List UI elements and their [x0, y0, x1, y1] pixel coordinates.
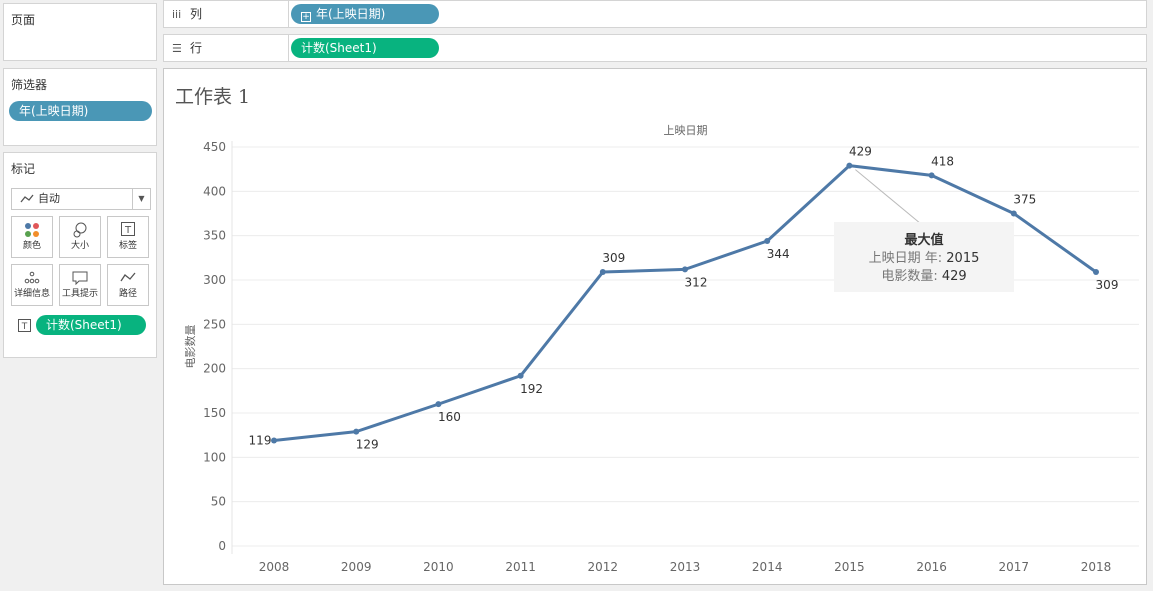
- path-button[interactable]: 路径: [107, 264, 149, 306]
- x-tick-label: 2008: [259, 560, 290, 574]
- text-mark-icon: T: [18, 319, 31, 335]
- rows-shelf-label: 行: [190, 41, 203, 55]
- y-tick-label: 250: [203, 317, 226, 331]
- annotation-line-2: 电影数量: 429: [881, 269, 966, 284]
- y-tick-label: 350: [203, 229, 226, 243]
- data-label: 160: [438, 410, 461, 424]
- rows-icon: ☰: [172, 42, 182, 55]
- annotation-title: 最大值: [904, 232, 943, 248]
- columns-pill-year[interactable]: + 年(上映日期): [291, 4, 439, 24]
- detail-icon: [12, 265, 52, 287]
- label-button[interactable]: T 标签: [107, 216, 149, 258]
- y-tick-label: 300: [203, 273, 226, 287]
- annotation-box: [834, 222, 1014, 292]
- data-point: [271, 437, 277, 444]
- x-tick-label: 2011: [505, 560, 536, 574]
- y-tick-label: 150: [203, 406, 226, 420]
- line-mark-icon: [20, 194, 34, 203]
- data-point: [764, 237, 771, 244]
- data-label: 129: [356, 438, 379, 452]
- y-tick-label: 400: [203, 184, 226, 198]
- x-tick-label: 2012: [588, 560, 619, 574]
- color-dots-icon: [12, 217, 52, 239]
- data-point: [353, 428, 360, 435]
- annotation-line-1: 上映日期 年: 2015: [869, 251, 980, 266]
- size-button[interactable]: 大小: [59, 216, 101, 258]
- mark-type-dropdown[interactable]: 自动 ▼: [11, 188, 151, 210]
- x-tick-label: 2014: [752, 560, 783, 574]
- worksheet-canvas[interactable]: 工作表 1 0 50 100 150 200 250 300 350 400 450 上映日期 200…: [163, 68, 1147, 585]
- x-tick-label: 2013: [670, 560, 701, 574]
- size-icon: [60, 217, 100, 239]
- mark-type-label: 自动: [38, 192, 60, 205]
- data-label: 192: [520, 382, 543, 396]
- line-chart[interactable]: 0 50 100 150 200 250 300 350 400 450 上映日期 2008 2009 2…: [164, 69, 1146, 584]
- marks-panel-title: 标记: [11, 162, 36, 176]
- path-button-label: 路径: [118, 289, 137, 299]
- filters-panel[interactable]: 筛选器 年(上映日期): [3, 68, 157, 146]
- label-pill-count[interactable]: 计数(Sheet1): [36, 315, 146, 335]
- data-label: 119: [249, 433, 272, 447]
- x-tick-label: 2017: [999, 560, 1030, 574]
- y-axis-title: 电影数量: [184, 325, 197, 369]
- x-tick-label: 2016: [916, 560, 947, 574]
- filter-pill-year[interactable]: 年(上映日期): [9, 101, 152, 121]
- pages-panel[interactable]: 页面: [3, 3, 157, 61]
- y-tick-label: 0: [218, 539, 226, 553]
- x-tick-label: 2009: [341, 560, 372, 574]
- data-label: 375: [1013, 193, 1036, 207]
- y-tick-label: 200: [203, 362, 226, 376]
- tooltip-button[interactable]: 工具提示: [59, 264, 101, 306]
- rows-shelf[interactable]: ☰ 行 计数(Sheet1): [163, 34, 1147, 62]
- annotation-leader-line: [855, 169, 926, 229]
- x-tick-label: 2015: [834, 560, 865, 574]
- tooltip-icon: [60, 265, 100, 287]
- data-point: [928, 172, 935, 179]
- columns-icon: iii: [172, 8, 182, 21]
- color-button-label: 颜色: [22, 241, 41, 251]
- x-axis-title: 上映日期: [664, 124, 708, 137]
- svg-text:T: T: [124, 225, 132, 236]
- label-button-label: 标签: [118, 241, 137, 251]
- columns-shelf[interactable]: iii 列 + 年(上映日期): [163, 0, 1147, 28]
- data-label: 309: [1096, 278, 1119, 292]
- label-icon: T: [108, 217, 148, 239]
- data-point: [435, 401, 442, 408]
- data-label: 309: [602, 251, 625, 265]
- expand-plus-icon[interactable]: +: [301, 12, 311, 22]
- tooltip-button-label: 工具提示: [61, 289, 98, 299]
- filters-panel-title: 筛选器: [11, 78, 48, 92]
- detail-button[interactable]: 详细信息: [11, 264, 53, 306]
- y-tick-label: 50: [211, 495, 226, 509]
- chevron-down-icon[interactable]: ▼: [132, 189, 150, 209]
- data-point: [682, 266, 688, 273]
- sheet-title: 工作表 1: [175, 86, 251, 108]
- data-point: [1010, 210, 1017, 217]
- data-point: [599, 269, 606, 276]
- data-label: 429: [849, 145, 872, 159]
- x-tick-label: 2010: [423, 560, 454, 574]
- path-icon: [108, 265, 148, 287]
- data-label: 312: [685, 275, 708, 289]
- x-tick-label: 2018: [1081, 560, 1112, 574]
- data-point: [846, 162, 853, 169]
- columns-shelf-label-box: iii 列: [164, 1, 289, 27]
- columns-shelf-label: 列: [190, 7, 203, 21]
- pages-panel-title: 页面: [11, 13, 36, 27]
- series-line: [273, 164, 1097, 442]
- columns-pill-label: 年(上映日期): [316, 7, 386, 21]
- data-point: [517, 372, 524, 379]
- marks-panel[interactable]: 标记 自动 ▼ 颜色 大小 T 标签 详细信息 工具提示: [3, 152, 157, 358]
- data-point: [1093, 269, 1099, 276]
- rows-shelf-label-box: ☰ 行: [164, 35, 289, 61]
- detail-button-label: 详细信息: [13, 289, 50, 299]
- rows-pill-count[interactable]: 计数(Sheet1): [291, 38, 439, 58]
- size-button-label: 大小: [70, 241, 89, 251]
- data-label: 344: [767, 247, 790, 261]
- y-tick-label: 100: [203, 450, 226, 464]
- color-button[interactable]: 颜色: [11, 216, 53, 258]
- y-tick-label: 450: [203, 140, 226, 154]
- data-label: 418: [931, 154, 954, 168]
- svg-text:T: T: [21, 322, 28, 332]
